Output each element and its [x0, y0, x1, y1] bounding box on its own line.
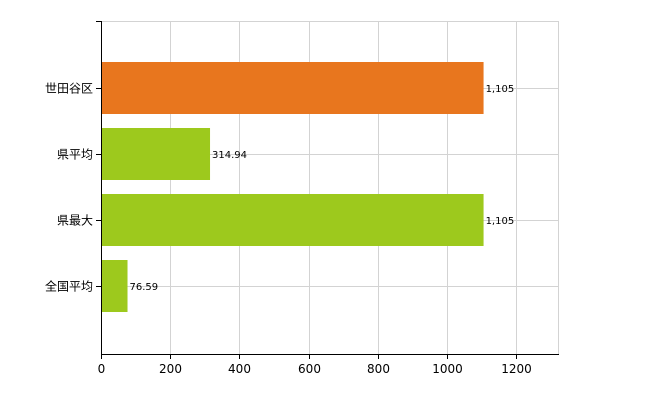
- x-tick-label: 1000: [432, 362, 463, 376]
- x-tick-label: 800: [367, 362, 390, 376]
- bar: [102, 260, 128, 312]
- axes: [96, 21, 559, 359]
- bar: [102, 128, 211, 180]
- category-label: 世田谷区: [45, 82, 93, 96]
- data-label: 1,105: [486, 216, 515, 227]
- category-label: 県最大: [57, 214, 93, 228]
- bars: [102, 62, 484, 312]
- category-label: 全国平均: [45, 279, 93, 294]
- x-tick-label: 1200: [501, 362, 532, 376]
- data-label: 314.94: [212, 150, 247, 161]
- bar: [102, 194, 484, 246]
- data-label: 1,105: [486, 84, 515, 95]
- x-tick-label: 0: [98, 362, 106, 376]
- x-tick-label: 600: [298, 362, 321, 376]
- category-label: 県平均: [57, 148, 93, 162]
- x-tick-label: 400: [228, 362, 251, 376]
- x-tick-label: 200: [159, 362, 182, 376]
- bar: [102, 62, 484, 114]
- data-label: 76.59: [130, 282, 159, 293]
